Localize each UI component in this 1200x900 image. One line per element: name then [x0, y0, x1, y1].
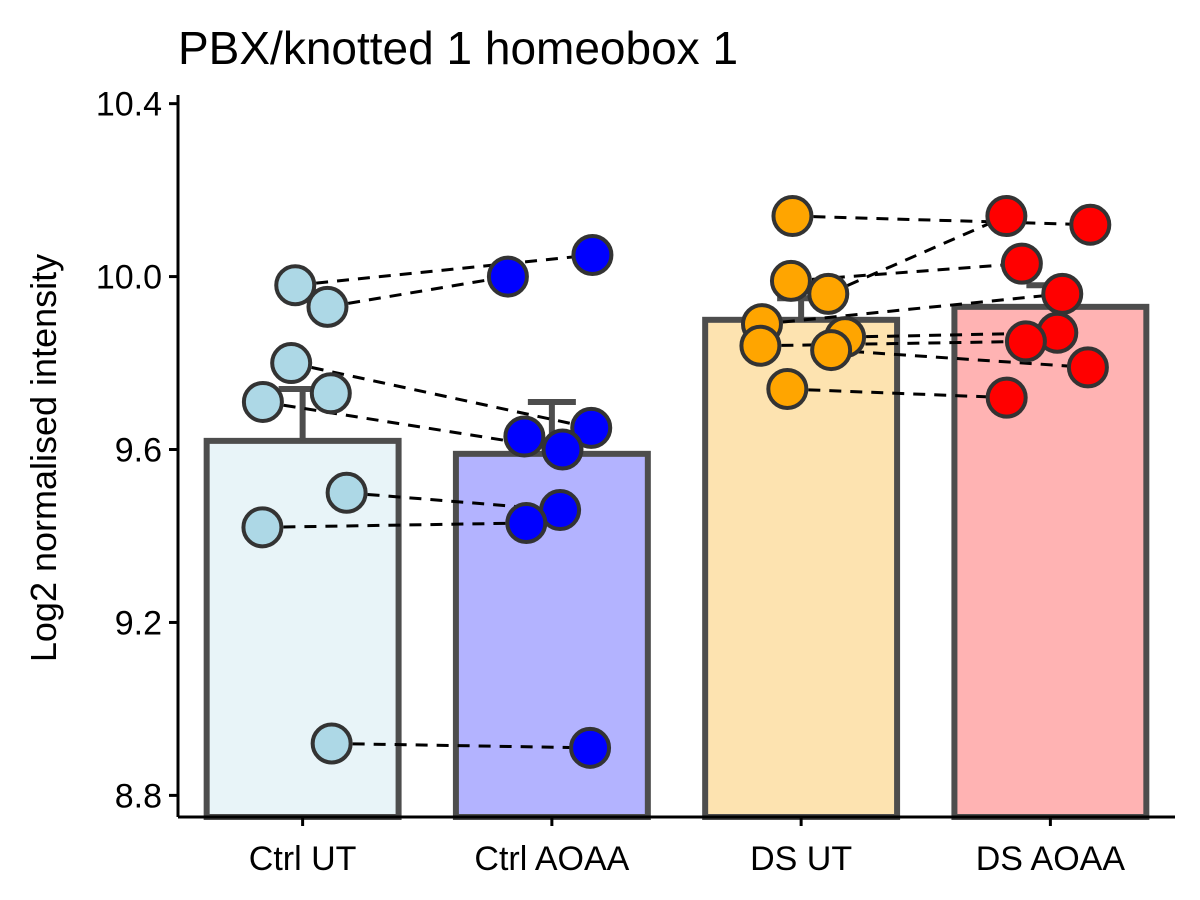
data-point: [1004, 320, 1047, 363]
pair-line: [262, 521, 527, 529]
data-point: [1041, 272, 1084, 315]
data-point: [505, 502, 548, 545]
data-point: [769, 259, 812, 302]
data-point: [309, 372, 352, 415]
chart-title: PBX/knotted 1 homeobox 1: [178, 22, 738, 74]
data-point: [306, 285, 349, 328]
points-layer: [241, 195, 1112, 769]
x-tick-label: DS AOAA: [976, 840, 1126, 878]
data-point: [985, 376, 1028, 419]
bar: [203, 437, 402, 820]
data-point: [985, 195, 1028, 238]
pair-line: [831, 348, 1088, 369]
data-point: [569, 726, 612, 769]
axes-layer: 8.8 9.2 9.6 10.0 10.4 Ctrl UT Ctrl AOAA DS UT DS…: [96, 86, 1175, 878]
y-tick-label: 9.2: [115, 604, 162, 642]
data-point: [503, 415, 546, 458]
data-point: [766, 367, 809, 410]
y-tick-label: 9.6: [115, 432, 162, 470]
data-point: [486, 255, 529, 298]
data-point: [807, 272, 850, 315]
data-point: [571, 233, 614, 276]
data-point: [771, 195, 814, 238]
data-point: [241, 506, 284, 549]
data-point: [325, 471, 368, 514]
data-point: [270, 342, 313, 385]
pair-line: [327, 275, 509, 309]
pair-line: [761, 292, 1063, 326]
x-tick-label: Ctrl AOAA: [474, 840, 629, 878]
pair-line: [790, 262, 1022, 283]
pair-line: [827, 214, 1007, 296]
data-point: [310, 722, 353, 765]
data-point: [1066, 346, 1109, 389]
data-point: [570, 406, 613, 449]
x-tick-label: Ctrl UT: [249, 840, 357, 878]
pair-line: [290, 361, 592, 430]
data-point: [1069, 203, 1112, 246]
data-point: [810, 329, 853, 372]
y-tick-label: 10.0: [96, 259, 162, 297]
data-point: [274, 264, 317, 307]
data-point: [241, 380, 284, 423]
pair-line: [792, 214, 1091, 227]
pair-line: [760, 339, 1026, 348]
data-point: [1000, 242, 1043, 285]
pair-line: [295, 253, 593, 287]
bar: [951, 303, 1150, 820]
x-tick-label: DS UT: [750, 840, 852, 878]
data-point: [739, 324, 782, 367]
y-tick-label: 10.4: [96, 86, 162, 124]
pair-line: [331, 742, 591, 750]
pair-line: [787, 387, 1007, 400]
y-axis-label: Log2 normalised intensity: [23, 254, 64, 662]
data-point: [541, 428, 584, 471]
y-tick-label: 8.8: [115, 777, 162, 815]
